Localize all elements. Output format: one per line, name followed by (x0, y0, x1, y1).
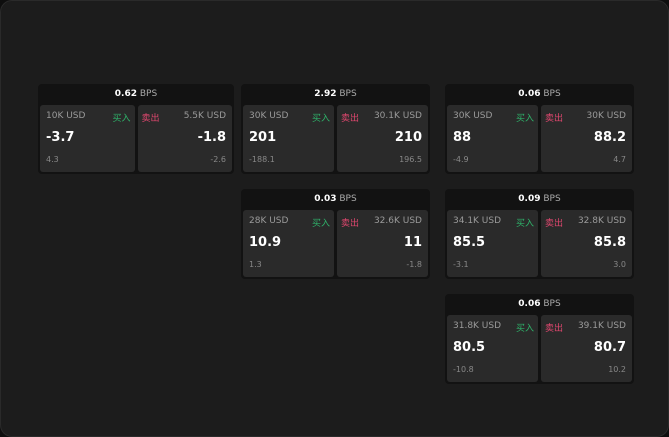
quote-card: 0.62 BPS 10K USD 买入 -3.7 4.3 卖出 5.5K USD… (38, 84, 234, 174)
buy-size: 28K USD (249, 216, 289, 226)
spread-unit: BPS (543, 89, 561, 99)
buy-panel[interactable]: 28K USD 买入 10.9 1.3 (243, 210, 334, 277)
sell-price: 210 (394, 130, 422, 145)
buy-delta: 4.3 (46, 155, 59, 164)
buy-panel[interactable]: 30K USD 买入 88 -4.9 (447, 105, 538, 172)
spread-unit: BPS (543, 194, 561, 204)
buy-size: 30K USD (453, 111, 493, 121)
spread-header: 2.92 BPS (241, 84, 430, 104)
sell-panel[interactable]: 卖出 30K USD 88.2 4.7 (541, 105, 632, 172)
quote-card: 2.92 BPS 30K USD 买入 201 -188.1 卖出 30.1K … (241, 84, 430, 174)
spread-value: 0.06 (518, 299, 541, 309)
sell-delta: -1.8 (406, 260, 422, 269)
sell-delta: 196.5 (399, 155, 422, 164)
buy-panel[interactable]: 34.1K USD 买入 85.5 -3.1 (447, 210, 538, 277)
quote-card: 0.06 BPS 31.8K USD 买入 80.5 -10.8 卖出 39.1… (445, 294, 634, 384)
spread-unit: BPS (139, 89, 158, 99)
buy-price: 80.5 (453, 340, 486, 355)
spread-value: 0.62 (114, 89, 137, 99)
buy-label: 买入 (311, 114, 330, 124)
spread-unit: BPS (339, 194, 357, 204)
buy-delta: -10.8 (453, 365, 474, 374)
buy-price: 85.5 (453, 235, 486, 250)
sell-price: 11 (403, 235, 422, 250)
sell-panel[interactable]: 卖出 30.1K USD 210 196.5 (337, 105, 428, 172)
spread-header: 0.03 BPS (241, 189, 430, 209)
buy-price: 88 (453, 130, 472, 145)
sell-size: 39.1K USD (577, 321, 626, 331)
buy-price: -3.7 (46, 130, 75, 145)
spread-header: 0.06 BPS (445, 84, 634, 104)
sell-label: 卖出 (341, 219, 360, 229)
sell-size: 32.6K USD (373, 216, 422, 226)
sell-panel[interactable]: 卖出 32.8K USD 85.8 3.0 (541, 210, 632, 277)
buy-size: 10K USD (46, 111, 86, 121)
sell-delta: 4.7 (613, 155, 626, 164)
buy-panel[interactable]: 30K USD 买入 201 -188.1 (243, 105, 334, 172)
buy-size: 34.1K USD (453, 216, 502, 226)
sell-label: 卖出 (545, 219, 564, 229)
sell-size: 5.5K USD (183, 111, 226, 121)
buy-label: 买入 (311, 219, 330, 229)
spread-unit: BPS (339, 89, 357, 99)
buy-label: 买入 (515, 114, 534, 124)
buy-label: 买入 (112, 114, 131, 124)
buy-panel[interactable]: 10K USD 买入 -3.7 4.3 (40, 105, 135, 172)
buy-panel[interactable]: 31.8K USD 买入 80.5 -10.8 (447, 315, 538, 382)
quote-card: 0.06 BPS 30K USD 买入 88 -4.9 卖出 30K USD 8… (445, 84, 634, 174)
quote-card: 0.03 BPS 28K USD 买入 10.9 1.3 卖出 32.6K US… (241, 189, 430, 279)
spread-unit: BPS (543, 299, 561, 309)
buy-price: 10.9 (249, 235, 282, 250)
sell-delta: -2.6 (210, 155, 226, 164)
buy-label: 买入 (515, 324, 534, 334)
spread-value: 0.09 (518, 194, 541, 204)
sell-size: 32.8K USD (577, 216, 626, 226)
buy-delta: -4.9 (453, 155, 469, 164)
sell-size: 30.1K USD (373, 111, 422, 121)
buy-delta: 1.3 (249, 260, 262, 269)
buy-label: 买入 (515, 219, 534, 229)
buy-size: 31.8K USD (453, 321, 502, 331)
buy-delta: -3.1 (453, 260, 469, 269)
quote-card: 0.09 BPS 34.1K USD 买入 85.5 -3.1 卖出 32.8K… (445, 189, 634, 279)
sell-price: 80.7 (593, 340, 626, 355)
buy-size: 30K USD (249, 111, 289, 121)
spread-header: 0.06 BPS (445, 294, 634, 314)
sell-label: 卖出 (341, 114, 360, 124)
sell-label: 卖出 (141, 114, 160, 124)
sell-label: 卖出 (545, 324, 564, 334)
sell-delta: 10.2 (608, 365, 626, 374)
sell-panel[interactable]: 卖出 32.6K USD 11 -1.8 (337, 210, 428, 277)
sell-panel[interactable]: 卖出 5.5K USD -1.8 -2.6 (137, 105, 232, 172)
buy-price: 201 (249, 130, 277, 145)
spread-value: 0.06 (518, 89, 541, 99)
sell-panel[interactable]: 卖出 39.1K USD 80.7 10.2 (541, 315, 632, 382)
sell-label: 卖出 (545, 114, 564, 124)
buy-delta: -188.1 (249, 155, 275, 164)
spread-header: 0.09 BPS (445, 189, 634, 209)
spread-header: 0.62 BPS (38, 84, 234, 104)
sell-price: -1.8 (197, 130, 226, 145)
spread-value: 2.92 (314, 89, 337, 99)
sell-price: 85.8 (593, 235, 626, 250)
sell-size: 30K USD (586, 111, 626, 121)
sell-price: 88.2 (593, 130, 626, 145)
spread-value: 0.03 (314, 194, 337, 204)
sell-delta: 3.0 (613, 260, 626, 269)
